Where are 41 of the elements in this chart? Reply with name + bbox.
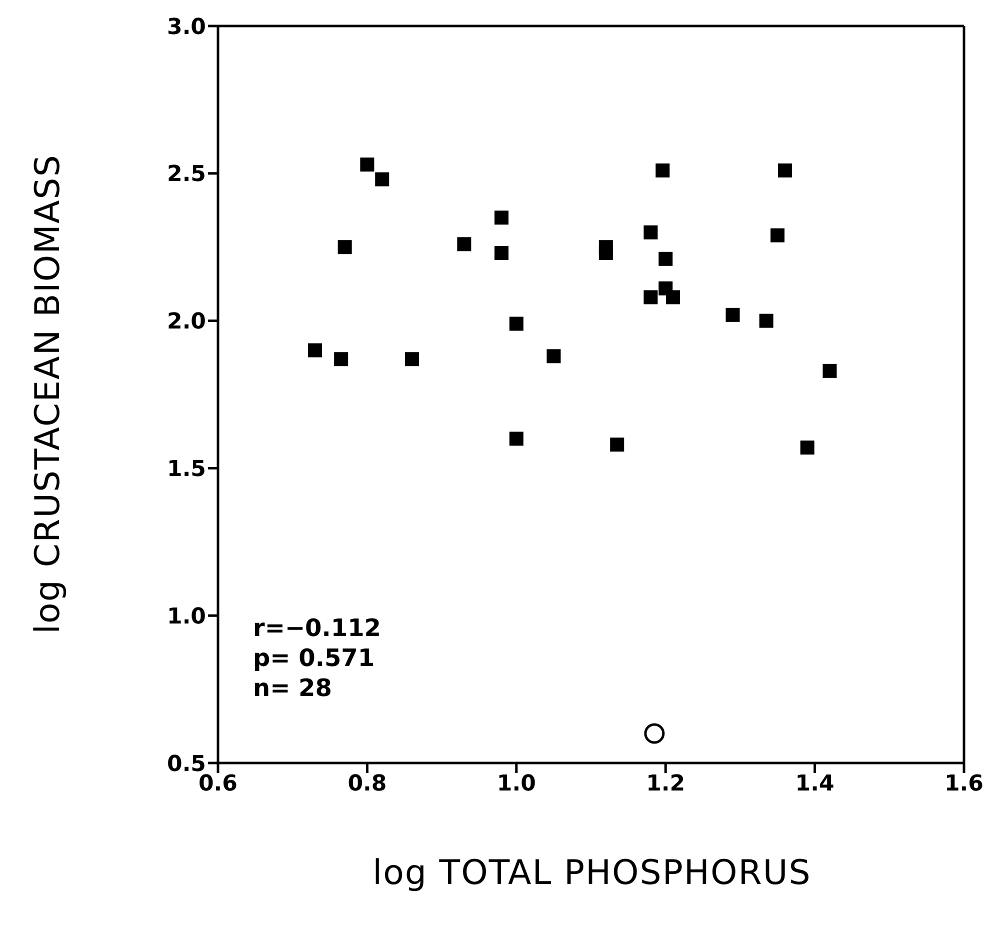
point (666, 290, 680, 304)
annotation: r=−0.112 (253, 613, 381, 643)
point (375, 172, 390, 186)
point (360, 158, 374, 172)
point (726, 308, 740, 322)
x-tick-label: 1.0 (496, 772, 536, 797)
point (598, 246, 613, 260)
y-tick-label: 3.0 (167, 14, 206, 40)
annotation: n= 28 (253, 673, 333, 703)
x-tick-label: 1.4 (795, 772, 834, 797)
point (822, 364, 837, 378)
point (334, 352, 348, 366)
point (494, 210, 508, 225)
y-axis-title: log CRUSTACEAN BIOMASS (28, 154, 68, 634)
point (778, 163, 792, 178)
x-axis-title: log TOTAL PHOSPHORUS (372, 853, 812, 893)
point (644, 290, 658, 304)
point (457, 237, 472, 252)
point (509, 432, 524, 446)
point (656, 163, 670, 178)
point (800, 440, 814, 455)
point (644, 225, 658, 240)
y-tick-label: 2.5 (167, 162, 206, 188)
annotation: p= 0.571 (253, 643, 376, 673)
x-tick-label: 1.2 (646, 772, 686, 797)
y-tick-label: 2.0 (167, 310, 206, 335)
point (546, 349, 561, 364)
point (404, 352, 419, 366)
point (494, 246, 508, 260)
x-tick-label: 0.8 (348, 772, 387, 797)
point (610, 438, 624, 452)
y-tick-label: 1.0 (167, 604, 206, 630)
point (509, 316, 524, 331)
point (338, 240, 352, 254)
point (308, 343, 322, 358)
point (770, 228, 784, 242)
y-tick-label: 1.5 (167, 457, 206, 482)
point (759, 314, 774, 328)
x-tick-label: 1.6 (944, 772, 984, 797)
point (658, 252, 673, 266)
point (644, 723, 665, 744)
